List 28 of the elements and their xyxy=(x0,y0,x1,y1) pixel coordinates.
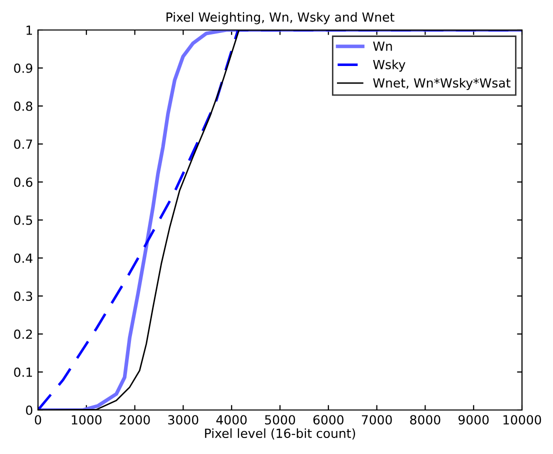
x-tick-label: 3000 xyxy=(168,415,198,425)
line-series xyxy=(38,30,522,410)
x-tick-label: 2000 xyxy=(120,415,150,425)
x-tick-label: 0 xyxy=(34,415,42,425)
y-tick-label: 0 xyxy=(26,405,32,415)
x-tick-label: 4000 xyxy=(216,415,247,425)
y-tick-label: 0.2 xyxy=(14,329,32,339)
y-tick-label: 0.9 xyxy=(14,63,32,73)
y-tick-label: 0.1 xyxy=(14,367,32,377)
legend-label: Wn xyxy=(373,42,392,51)
x-tick-label: 1000 xyxy=(72,415,102,425)
x-tick-label: 7000 xyxy=(362,415,392,425)
y-tick-label: 0.5 xyxy=(14,215,32,225)
y-tick-label: 1 xyxy=(26,26,32,35)
legend-label: Wnet, Wn*Wsky*Wsat xyxy=(373,78,510,90)
y-tick-label: 0.3 xyxy=(14,291,32,301)
legend-label: Wsky xyxy=(373,60,406,72)
x-axis-title: Pixel level (16-bit count) xyxy=(205,428,356,440)
x-tick-label: 8000 xyxy=(410,415,440,425)
x-tick-label: 9000 xyxy=(458,415,489,425)
x-tick-label: 10000 xyxy=(503,415,542,425)
x-tick-label: 6000 xyxy=(313,415,344,425)
x-tick-label: 5000 xyxy=(265,415,296,425)
y-tick-label: 0.4 xyxy=(14,253,32,263)
chart-title: Pixel Weighting, Wn, Wsky and Wnet xyxy=(166,12,394,24)
y-tick-label: 0.8 xyxy=(14,101,32,111)
y-tick-label: 0.6 xyxy=(14,177,32,187)
y-tick-label: 0.7 xyxy=(14,139,32,149)
